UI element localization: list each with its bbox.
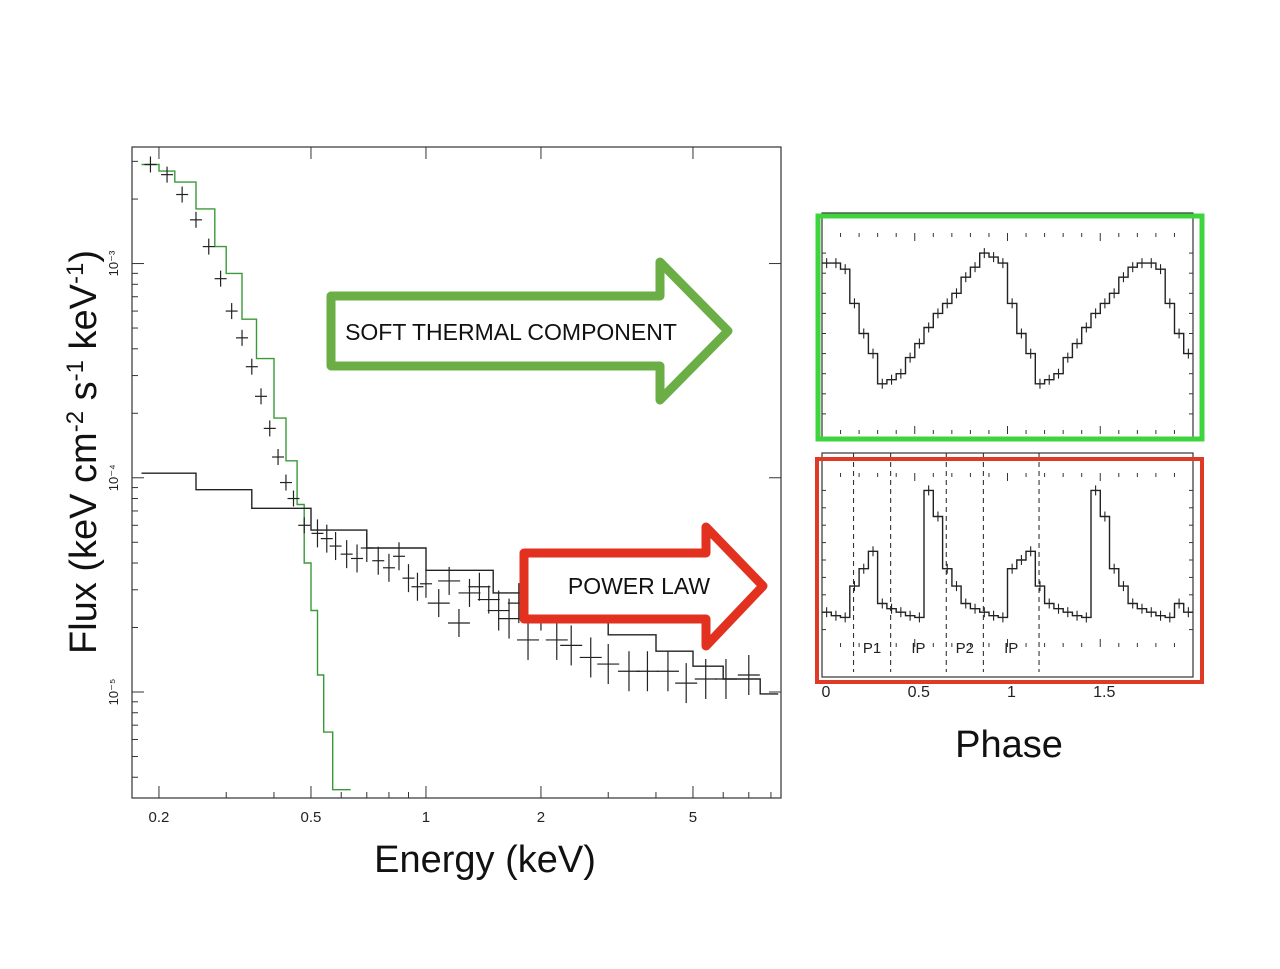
spectrum-y-ticks: 10⁻³ 10⁻⁴ 10⁻⁵ bbox=[106, 160, 781, 778]
spectrum-data-point bbox=[560, 625, 583, 666]
phase-x-tick-labels: 0 0.5 1 1.5 bbox=[822, 684, 1116, 701]
powerlaw-arrow-label: POWER LAW bbox=[568, 573, 711, 599]
phase-regions: P1 IP P2 IP bbox=[852, 453, 1040, 672]
spectrum-data-point bbox=[351, 544, 364, 573]
spectrum-y-tick-label: 10⁻⁴ bbox=[106, 464, 121, 491]
spectrum-data-point bbox=[498, 598, 521, 639]
spectrum-data-point bbox=[617, 651, 640, 692]
powerlaw-pulse-profile: P1 IP P2 IP 0 0.5 1 1.5 Phase bbox=[815, 452, 1204, 766]
spectrum-data-point bbox=[144, 156, 157, 173]
thermal-model-line bbox=[141, 163, 351, 791]
spectrum-x-tick-label: 2 bbox=[537, 809, 545, 826]
spectrum-data-point bbox=[382, 553, 395, 582]
spectrum-data-point bbox=[597, 644, 620, 685]
phase-region-label: P2 bbox=[956, 640, 974, 657]
spectrum-data-point bbox=[438, 566, 461, 595]
powerlaw-profile-series bbox=[822, 485, 1193, 623]
powerlaw-profile-axes bbox=[821, 452, 1194, 678]
spectrum-x-tick-label: 1 bbox=[422, 809, 430, 826]
thermal-arrow-shape bbox=[326, 257, 733, 405]
spectrum-data-point bbox=[656, 651, 679, 692]
spectrum-y-tick-label: 10⁻⁵ bbox=[106, 679, 121, 706]
spectrum-data-point bbox=[189, 211, 202, 228]
spectrum-data-point bbox=[225, 303, 238, 320]
spectrum-data-point bbox=[468, 572, 491, 601]
spectrum-chart: 0.2 0.5 1 2 5 10⁻³ 10⁻⁴ 10⁻⁵ Energy (keV) Flux… bbox=[62, 146, 782, 881]
pulse-profile-line bbox=[822, 489, 1193, 619]
spectrum-y-axis-label: Flux (keV cm-2 s-1 keV-1) bbox=[62, 250, 106, 654]
spectrum-data-point bbox=[545, 619, 568, 660]
spectrum-data-point bbox=[279, 474, 292, 491]
spectrum-x-tick-label: 0.5 bbox=[301, 809, 322, 826]
spectrum-data-point bbox=[402, 564, 415, 593]
thermal-pulse-profile bbox=[815, 212, 1205, 442]
spectrum-series bbox=[141, 156, 779, 791]
spectrum-x-tick-label: 5 bbox=[689, 809, 697, 826]
spectrum-data-point bbox=[298, 517, 311, 534]
powerlaw-profile-highlight-frame bbox=[815, 457, 1204, 684]
spectrum-x-tick-label: 0.2 bbox=[149, 809, 170, 826]
spectrum-x-ticks: 0.2 0.5 1 2 5 bbox=[149, 147, 772, 826]
spectrum-data-point bbox=[477, 585, 500, 614]
spectrum-plot-frame bbox=[131, 146, 782, 799]
spectrum-data-point bbox=[202, 238, 215, 255]
spectrum-data-point bbox=[245, 358, 258, 375]
spectrum-data-point bbox=[287, 490, 300, 507]
phase-x-tick-label: 1.5 bbox=[1093, 684, 1115, 701]
spectrum-data-point bbox=[427, 589, 450, 618]
spectrum-data-point bbox=[447, 608, 470, 637]
spectrum-data-point bbox=[176, 186, 189, 203]
thermal-arrow: SOFT THERMAL COMPONENT bbox=[326, 257, 733, 405]
spectrum-data-point bbox=[340, 540, 353, 569]
spectrum-data-point bbox=[737, 655, 760, 696]
spectrum-data-point bbox=[214, 270, 227, 287]
spectrum-data-point bbox=[694, 658, 717, 699]
phase-x-tick-label: 1 bbox=[1007, 684, 1016, 701]
spectrum-data-point bbox=[161, 166, 174, 183]
powerlaw-arrow: POWER LAW bbox=[519, 522, 768, 651]
pulse-profile-line bbox=[822, 252, 1193, 385]
power-law-model-line bbox=[141, 472, 779, 695]
spectrum-y-tick-label: 10⁻³ bbox=[106, 250, 121, 276]
spectrum-data-point bbox=[320, 524, 333, 553]
spectrum-x-axis-label: Energy (keV) bbox=[374, 839, 596, 881]
phase-region-label: IP bbox=[1004, 640, 1018, 657]
thermal-arrow-label: SOFT THERMAL COMPONENT bbox=[345, 319, 677, 345]
spectrum-data-point bbox=[263, 420, 276, 437]
thermal-profile-series bbox=[822, 248, 1193, 389]
powerlaw-profile-ticks bbox=[821, 473, 1194, 647]
spectrum-data-point bbox=[236, 329, 249, 346]
phase-region-label: IP bbox=[911, 640, 925, 657]
spectrum-data-point bbox=[255, 388, 268, 405]
spectrum-data-point bbox=[487, 590, 510, 631]
spectrum-data-point bbox=[517, 619, 540, 660]
spectrum-data-point bbox=[714, 658, 737, 699]
spectrum-data-point bbox=[360, 534, 373, 563]
spectrum-data-point bbox=[311, 519, 324, 548]
spectrum-data-point bbox=[458, 578, 481, 607]
powerlaw-arrow-shape bbox=[519, 522, 768, 651]
spectrum-data-point bbox=[636, 651, 659, 692]
phase-x-tick-label: 0 bbox=[822, 684, 831, 701]
spectrum-data-point bbox=[411, 572, 424, 601]
phase-axis-label: Phase bbox=[955, 724, 1063, 766]
spectrum-data-point bbox=[579, 637, 602, 678]
thermal-profile-highlight-frame bbox=[815, 213, 1205, 442]
spectrum-data-point bbox=[372, 546, 385, 575]
phase-region-label: P1 bbox=[863, 640, 881, 657]
spectrum-data-point bbox=[675, 663, 698, 704]
thermal-profile-axes bbox=[821, 212, 1194, 440]
spectrum-data-point bbox=[393, 542, 406, 571]
phase-x-tick-label: 0.5 bbox=[908, 684, 930, 701]
spectrum-data-point bbox=[419, 569, 432, 598]
spectrum-data-point bbox=[272, 449, 285, 466]
thermal-profile-ticks bbox=[821, 233, 1194, 434]
spectrum-data-point bbox=[329, 532, 342, 561]
